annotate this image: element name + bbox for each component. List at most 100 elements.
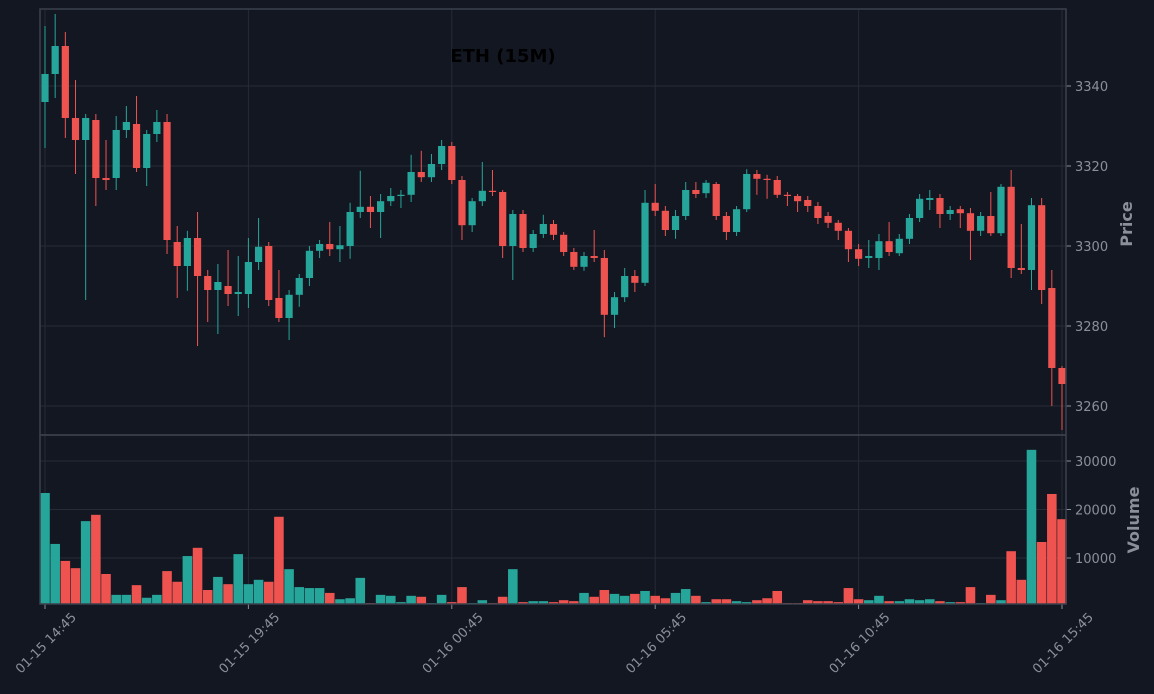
y-tick-label: 3340 <box>1075 80 1108 95</box>
volume-bar <box>436 594 447 604</box>
candle-body <box>590 256 598 258</box>
candle-body <box>285 294 293 318</box>
candle-body <box>702 182 710 194</box>
volume-bar <box>375 594 386 604</box>
y-tick-label: 3260 <box>1075 400 1108 415</box>
volume-bar <box>996 600 1006 604</box>
candle-body <box>92 120 100 178</box>
volume-bar <box>80 521 91 604</box>
volume-bar <box>711 599 722 604</box>
volume-bar <box>70 568 81 604</box>
volume-bar <box>691 595 701 604</box>
candle-body <box>692 190 700 194</box>
candle-body <box>570 252 578 267</box>
volume-bar <box>172 581 182 604</box>
candle-body <box>793 196 802 202</box>
volume-bar <box>599 590 610 604</box>
candle-body <box>366 206 375 212</box>
volume-bar <box>589 596 599 604</box>
candle-body <box>397 194 405 196</box>
candle-body <box>244 262 252 294</box>
volume-bar <box>121 594 132 604</box>
candle-body <box>712 184 720 216</box>
candle-body <box>905 218 914 239</box>
candle-body <box>478 190 486 202</box>
marks <box>40 14 1067 604</box>
volume-bar <box>863 600 874 604</box>
candle-body <box>824 216 832 223</box>
volume-bar <box>619 595 630 604</box>
candle-body <box>254 246 263 262</box>
volume-tick-label: 10000 <box>1075 552 1116 567</box>
candle-body <box>163 122 171 240</box>
candle-body <box>875 241 883 258</box>
candle-body <box>224 286 232 294</box>
candle-body <box>153 122 161 134</box>
candle-body <box>438 146 446 164</box>
volume-bar <box>40 493 50 604</box>
candle-body <box>204 276 212 290</box>
candle-body <box>865 256 873 258</box>
candle-body <box>610 297 619 315</box>
volume-bar <box>60 560 71 604</box>
volume-bar <box>853 599 864 604</box>
candle-body <box>132 124 141 168</box>
candle-body <box>519 214 527 248</box>
candle-body <box>1017 268 1025 270</box>
candle-body <box>1027 205 1036 270</box>
candle-body <box>71 118 80 140</box>
volume-bar <box>141 597 152 604</box>
candle-body <box>1048 288 1056 368</box>
candle-body <box>631 276 639 283</box>
candle-body <box>966 213 975 231</box>
volume-bar <box>772 590 783 604</box>
volume-bar <box>162 571 172 604</box>
candle-body <box>315 244 324 251</box>
volume-bar <box>518 602 528 604</box>
volume-bar <box>294 587 305 604</box>
volume-bar <box>833 602 844 604</box>
volume-bar <box>548 602 559 604</box>
volume-bar <box>813 601 823 604</box>
volume-bar <box>1026 449 1037 604</box>
volume-bar <box>925 599 935 604</box>
candle-body <box>641 202 649 283</box>
candle-body <box>773 180 781 195</box>
candle-body <box>814 206 822 218</box>
volume-bar <box>253 579 264 604</box>
candle-body <box>539 224 547 234</box>
y-axis-label: Price <box>1117 201 1136 247</box>
candle-body <box>753 174 761 179</box>
volume-bar <box>914 600 925 604</box>
candle-body <box>51 46 59 74</box>
candle-body <box>732 209 741 232</box>
volume-bar <box>874 595 884 604</box>
candle-body <box>895 238 903 254</box>
volume-bar <box>843 588 854 604</box>
candle-body <box>458 180 466 226</box>
volume-bar <box>182 556 193 604</box>
volume-bar <box>762 598 772 604</box>
candle-body <box>946 210 954 214</box>
volume-bar <box>609 593 620 604</box>
candle-body <box>265 246 273 300</box>
candle-body <box>600 258 608 315</box>
candle-body <box>926 198 934 200</box>
volume-bar <box>579 592 589 604</box>
candle-body <box>834 222 842 231</box>
volume-bar <box>1047 493 1057 604</box>
candle-body <box>183 238 191 266</box>
volume-bar <box>314 588 325 604</box>
volume-bar <box>721 599 732 604</box>
candle-body <box>804 200 812 206</box>
candle-body <box>1058 368 1066 384</box>
volume-axis-label: Volume <box>1124 486 1143 553</box>
volume-bar <box>385 595 396 604</box>
candle-body <box>122 122 130 130</box>
candle-body <box>651 202 659 211</box>
volume-bar <box>497 596 508 604</box>
volume-bar <box>416 596 427 604</box>
volume-bar <box>131 585 142 604</box>
candle-body <box>977 216 985 231</box>
